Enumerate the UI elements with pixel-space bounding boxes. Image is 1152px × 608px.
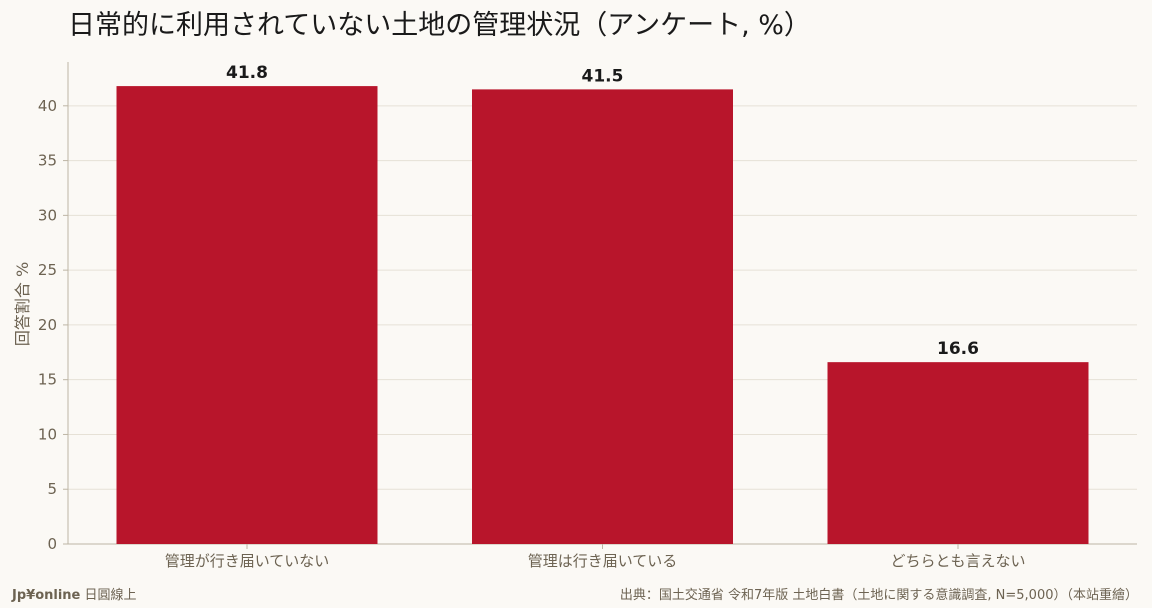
y-tick-label: 10 [38,425,57,443]
bar-2 [472,89,733,545]
bar-3 [827,362,1089,544]
data-labels: 41.8 41.5 16.6 [226,63,979,359]
x-tick-label-2: 管理は行き届いている [528,552,678,570]
data-label-1: 41.8 [226,63,268,83]
y-tick-label: 15 [38,371,57,389]
brand-name: Jp¥online [12,588,81,603]
y-tick-label: 40 [38,97,57,115]
source-note: 出典：国土交通省 令和7年版 土地白書（土地に関する意識調査, N=5,000）… [619,588,1138,603]
brand-subtitle: 日圓線上 [84,588,137,603]
x-tick-label-3: どちらとも言えない [890,552,1025,570]
bar-1 [116,86,378,544]
y-tick-label: 25 [38,261,57,279]
data-label-2: 41.5 [582,66,624,86]
x-tick-label-1: 管理が行き届いていない [165,552,330,570]
y-tick-label: 0 [47,535,57,553]
y-axis-title: 回答割合 % [13,262,32,346]
y-tick-label: 35 [38,152,57,170]
footer-brand: Jp¥online 日圓線上 [12,584,137,603]
y-tick-label: 20 [38,316,57,334]
y-tick-label: 30 [38,206,57,224]
bars [116,86,1089,545]
y-tick-label: 5 [47,480,57,498]
chart-title: 日常的に利用されていない土地の管理状況（アンケート, %） [68,10,811,41]
data-label-3: 16.6 [937,339,979,359]
